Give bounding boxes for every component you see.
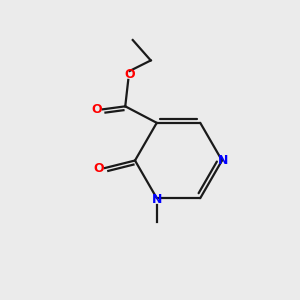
Text: N: N — [218, 154, 229, 167]
Text: O: O — [93, 161, 104, 175]
Text: O: O — [92, 103, 102, 116]
Text: O: O — [124, 68, 135, 81]
Text: N: N — [152, 193, 162, 206]
